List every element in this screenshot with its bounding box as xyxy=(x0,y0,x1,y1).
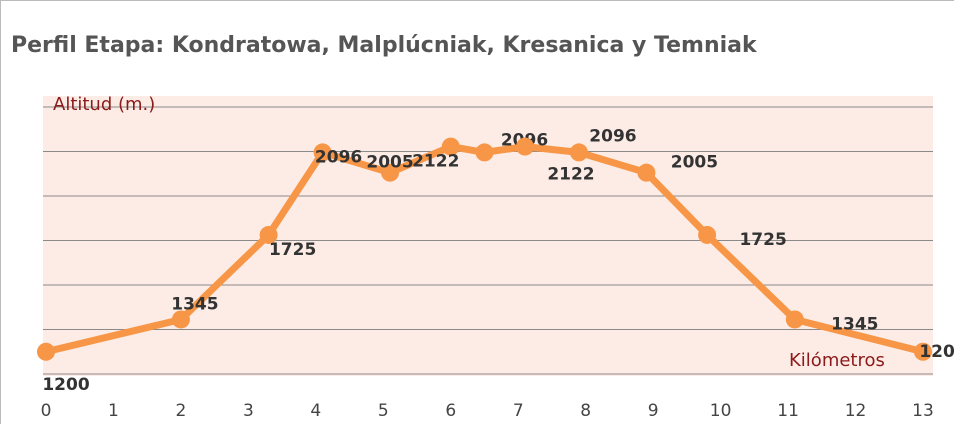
data-label: 1200 xyxy=(42,375,89,395)
data-label: 2122 xyxy=(412,152,459,172)
x-tick-label: 13 xyxy=(912,401,934,421)
point xyxy=(785,310,804,329)
point xyxy=(475,143,494,162)
data-label: 2096 xyxy=(589,126,636,146)
point xyxy=(37,342,55,361)
data-label: 1725 xyxy=(739,230,786,250)
x-tick-label: 1 xyxy=(108,401,119,421)
point xyxy=(515,137,534,156)
point xyxy=(313,143,332,162)
chart-title: Perfil Etapa: Kondratowa, Malplúcniak, K… xyxy=(11,33,758,58)
data-label: 1725 xyxy=(269,240,316,260)
point xyxy=(441,137,460,156)
data-label: 1200 xyxy=(919,342,954,362)
x-tick-label: 5 xyxy=(378,401,389,421)
x-tick-label: 3 xyxy=(243,401,254,421)
x-tick-label: 2 xyxy=(176,401,187,421)
x-tick-label: 4 xyxy=(310,401,321,421)
x-tick-label: 7 xyxy=(513,401,524,421)
point xyxy=(914,342,932,361)
point xyxy=(259,225,278,244)
x-tick-label: 6 xyxy=(445,401,456,421)
data-label: 2096 xyxy=(315,147,362,167)
point xyxy=(637,163,656,182)
x-axis-label: Kilómetros xyxy=(789,350,885,371)
x-tick-label: 8 xyxy=(580,401,591,421)
point xyxy=(698,225,717,244)
x-tick-label: 10 xyxy=(710,401,732,421)
point xyxy=(569,143,588,162)
data-label: 1345 xyxy=(831,314,878,334)
x-tick-label: 12 xyxy=(845,401,867,421)
y-axis-label: Altitud (m.) xyxy=(53,94,155,115)
plot-area xyxy=(43,96,933,376)
x-tick-label: 11 xyxy=(777,401,799,421)
point xyxy=(381,163,400,182)
data-label: 2005 xyxy=(366,153,413,173)
x-tick-label: 0 xyxy=(41,401,52,421)
point xyxy=(171,310,190,329)
data-label: 1345 xyxy=(171,294,218,314)
data-label: 2005 xyxy=(671,153,718,173)
x-tick-label: 9 xyxy=(648,401,659,421)
data-label: 2122 xyxy=(547,165,594,185)
